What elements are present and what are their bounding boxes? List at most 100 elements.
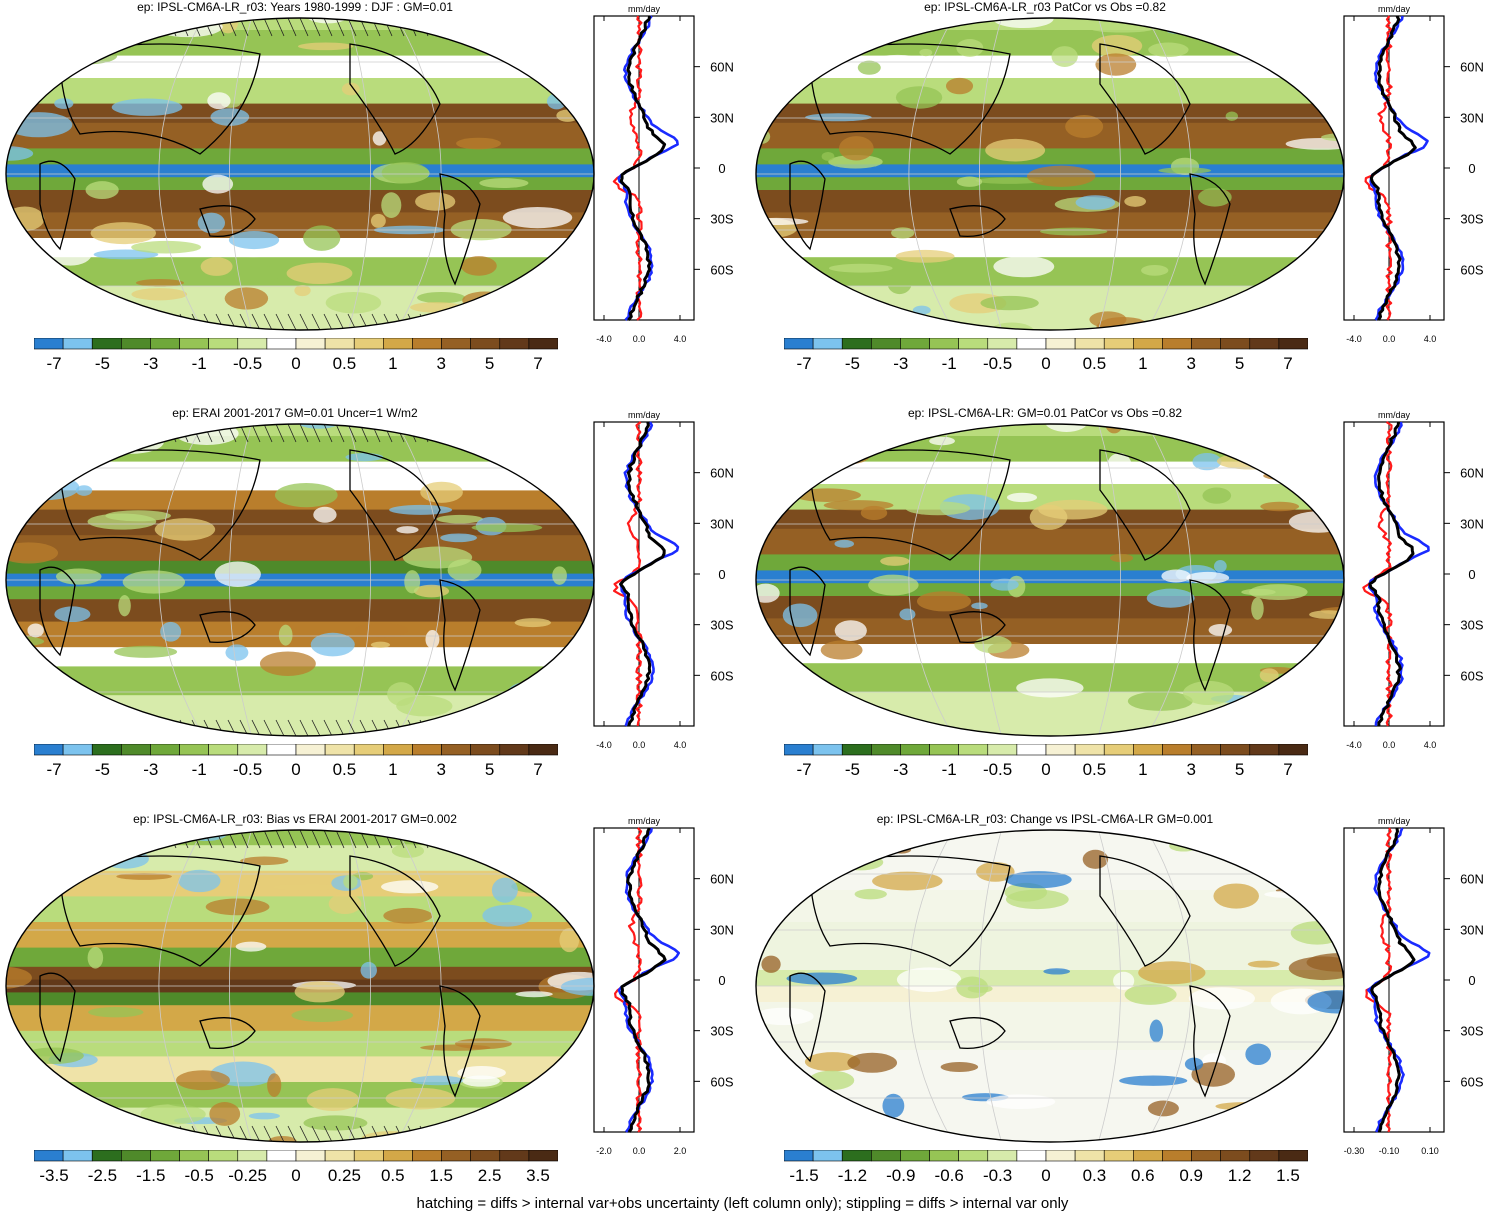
colorbar-swatch	[1103, 338, 1134, 350]
field-patch	[919, 48, 933, 57]
field-patch	[101, 849, 149, 869]
colorbar-swatch	[987, 338, 1018, 350]
field-patch	[1107, 453, 1132, 477]
colorbar-swatch	[383, 1150, 413, 1162]
field-patch	[197, 212, 226, 234]
lat-tick-label: 60N	[710, 60, 734, 75]
colorbar-swatch	[470, 338, 501, 350]
field-patch	[402, 546, 473, 569]
field-band	[6, 966, 594, 981]
zonal-mean-plot: mm/day 60N 30N 0 30S 60S -2.0 0.0 2.0	[593, 816, 734, 1156]
field-patch	[1138, 961, 1206, 985]
field-patch	[45, 318, 70, 330]
coastline	[789, 972, 826, 1063]
field-patch	[6, 272, 52, 295]
coastline	[949, 1017, 1006, 1050]
field-patch	[1208, 624, 1233, 636]
field-patch	[440, 533, 477, 543]
colorbar-swatch	[1191, 744, 1221, 756]
field-patch	[6, 112, 73, 138]
field-patch	[6, 18, 55, 27]
field-patch	[6, 853, 57, 870]
lat-tick-label: 0	[1468, 161, 1475, 176]
coastline	[1189, 985, 1231, 1098]
colorbar-swatch	[1016, 1150, 1047, 1162]
field-band	[6, 18, 594, 31]
plot-frame	[593, 827, 695, 1133]
cbar-label: -5	[844, 760, 860, 779]
field-patch	[1185, 1137, 1225, 1142]
cbar-label: 1.5	[1276, 1166, 1300, 1185]
world-map	[755, 829, 1345, 1143]
field-patch	[986, 1094, 1056, 1110]
colorbar-swatch	[179, 1150, 209, 1162]
field-patch	[779, 1088, 803, 1102]
colorbar-swatch	[987, 1150, 1018, 1162]
x-tick-label: 2.0	[674, 1146, 687, 1156]
field-patch	[1051, 46, 1078, 67]
cbar-label: 5	[1234, 354, 1245, 373]
field-patch	[1082, 849, 1109, 869]
field-patch	[1219, 1123, 1241, 1132]
field-patch	[569, 498, 583, 518]
field-patch	[286, 262, 353, 285]
field-patch	[756, 836, 803, 860]
panel-6: ep: IPSL-CM6A-LR_r03: Change vs IPSL-CM6…	[750, 812, 1485, 1217]
field-band	[6, 992, 594, 1007]
field-patch	[974, 635, 1012, 654]
units-label: mm/day	[628, 410, 661, 420]
lat-tick-label: 30N	[1460, 110, 1484, 125]
field-patch	[1109, 553, 1134, 563]
lat-tick-label: 60S	[1460, 1074, 1483, 1089]
field-patch	[294, 284, 311, 297]
colorbar-swatch	[1074, 338, 1105, 350]
x-tick-label: -0.30	[1344, 1146, 1365, 1156]
cbar-label: 0	[291, 354, 301, 373]
colorbar	[34, 1150, 558, 1162]
field-band	[6, 424, 594, 437]
field-patch	[1141, 265, 1169, 276]
lat-tick-label: 0	[1468, 567, 1475, 582]
colorbar-swatch	[412, 1150, 442, 1162]
cbar-label: 7	[1283, 354, 1293, 373]
field-patch	[515, 991, 553, 998]
colorbar-swatch	[383, 338, 413, 350]
field-patch	[1146, 588, 1195, 608]
panel-title: ep: IPSL-CM6A-LR_r03: Change vs IPSL-CM6…	[876, 812, 1214, 826]
field-patch	[233, 266, 287, 281]
field-patch	[259, 651, 316, 676]
colorbar-swatch	[470, 1150, 501, 1162]
colorbar-swatch	[499, 744, 530, 756]
colorbar-swatch	[412, 338, 442, 350]
field-patch	[298, 424, 339, 429]
units-label: mm/day	[628, 4, 661, 14]
colorbar-swatch	[1278, 338, 1308, 350]
field-patch	[131, 240, 202, 254]
field-patch	[482, 904, 533, 927]
cbar-label: 3	[1186, 354, 1196, 373]
coastline	[439, 579, 481, 692]
x-tick-label: -4.0	[1346, 334, 1362, 344]
field-patch	[370, 641, 391, 648]
field-patch	[1251, 597, 1264, 620]
field-patch	[6, 542, 59, 564]
lat-tick-label: 0	[1468, 973, 1475, 988]
field-patch	[81, 725, 145, 736]
units-label: mm/day	[1378, 816, 1411, 826]
field-patch	[1040, 227, 1108, 236]
colorbar-swatch	[441, 338, 471, 350]
colorbar-swatch	[1103, 744, 1134, 756]
cbar-label: 3	[1186, 760, 1196, 779]
colorbar-swatch	[208, 744, 239, 756]
field-patch	[896, 967, 962, 992]
field-patch	[105, 510, 171, 522]
colorbar-swatch	[91, 1150, 122, 1162]
field-patch	[1044, 424, 1089, 432]
field-patch	[887, 273, 912, 295]
panel-3: ep: ERAI 2001-2017 GM=0.01 Uncer=1 W/m2 …	[0, 406, 742, 811]
lat-tick-label: 60N	[1460, 872, 1484, 887]
coastline	[59, 43, 261, 155]
zonal-mean-plot: mm/day 60N 30N 0 30S 60S -4.0 0.0 4.0	[1343, 410, 1484, 750]
field-patch	[1089, 311, 1127, 328]
cbar-label: -7	[796, 760, 812, 779]
